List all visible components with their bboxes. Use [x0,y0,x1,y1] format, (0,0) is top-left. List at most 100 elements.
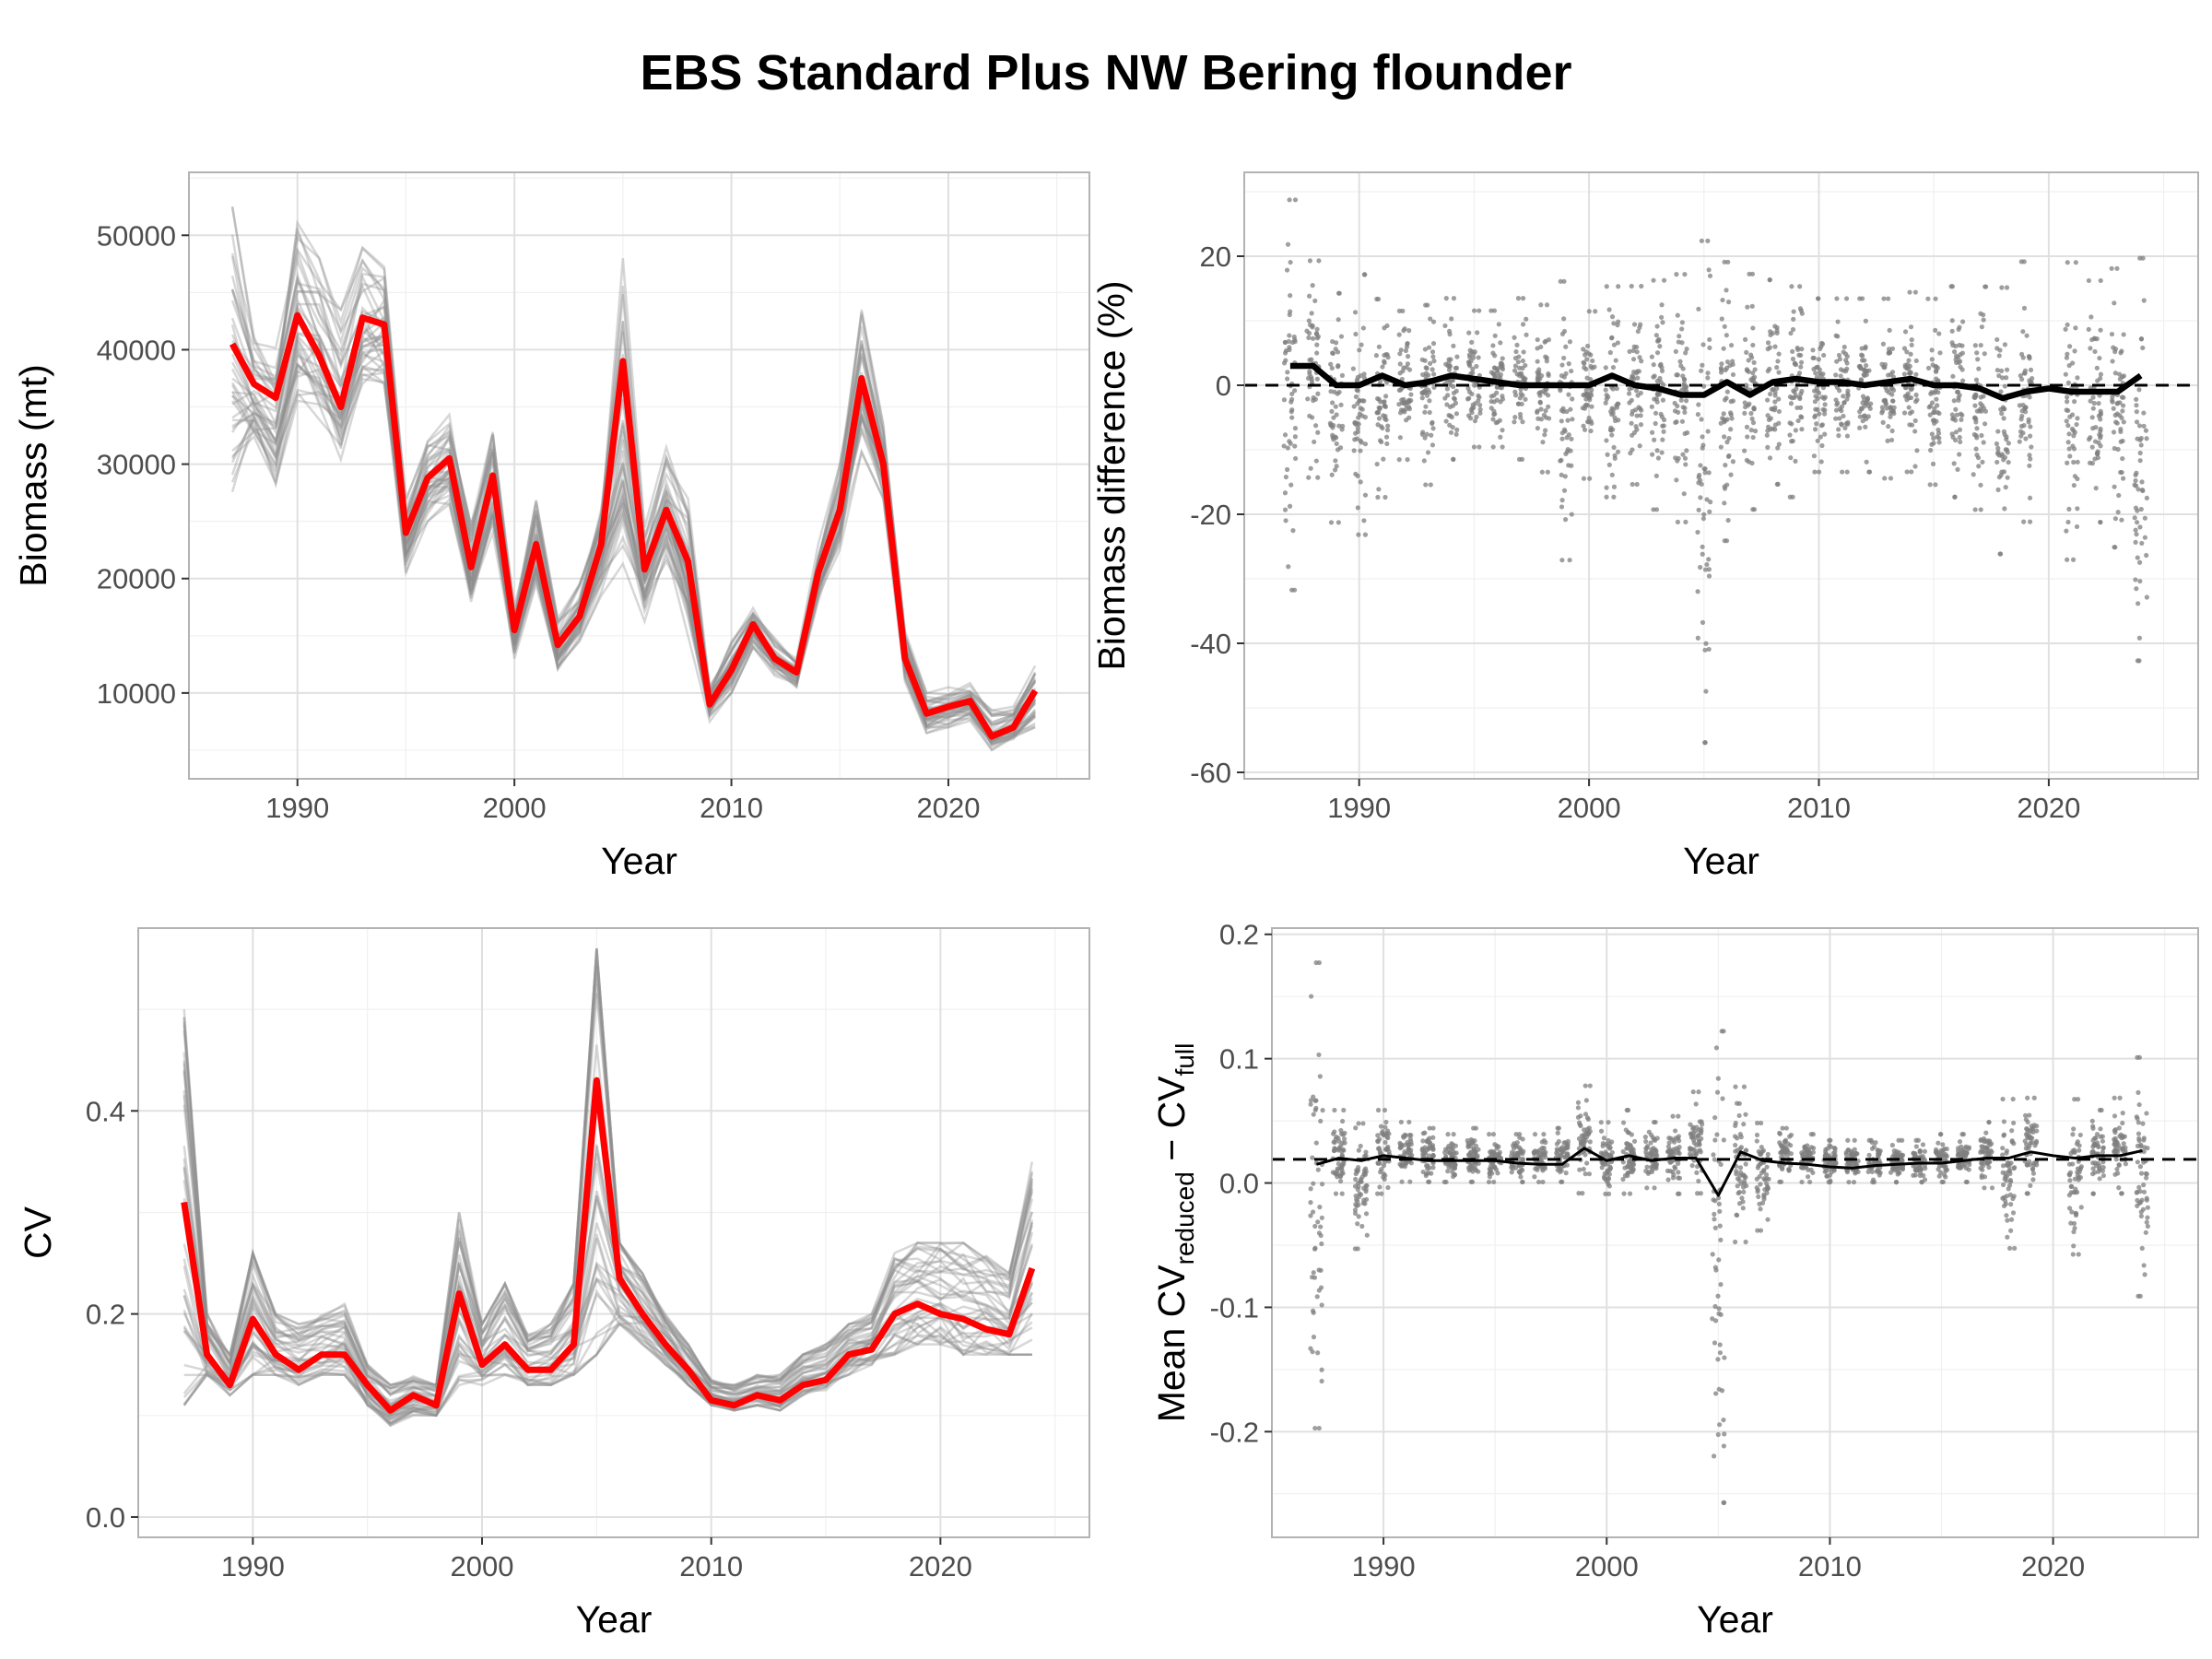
data-point [1701,466,1707,472]
data-point [1797,284,1803,289]
data-point [2133,577,2138,582]
data-point [1559,1148,1565,1154]
data-point [1622,1172,1629,1179]
data-point [1335,447,1341,453]
data-point [1492,333,1498,338]
data-point [2137,255,2143,261]
data-point [1637,355,1642,360]
data-point [1341,1159,1347,1165]
data-point [1774,365,1780,371]
data-point [1905,391,1911,396]
data-point [1865,396,1871,402]
data-point [2134,586,2139,592]
data-point [1638,413,1643,418]
data-point [2018,429,2024,434]
data-point [2065,322,2070,327]
data-point [1754,1138,1759,1144]
data-point [1562,517,1569,523]
y-tick-label: 20000 [97,563,176,595]
data-point [1719,1388,1725,1394]
reduced-survey-line [182,950,1034,1392]
y-tick-label: 20 [1200,241,1231,273]
x-axis-title: Year [1683,840,1759,882]
data-point [1606,1171,1612,1177]
data-point [1584,343,1591,349]
data-point [1350,366,1356,371]
data-point [1931,409,1936,416]
data-point [1659,314,1665,320]
data-point [1577,1167,1583,1172]
data-point [1362,532,1369,537]
data-point [1330,350,1336,357]
data-point [2098,1126,2103,1132]
data-point [2005,1218,2010,1223]
data-point [1450,1142,1455,1147]
data-point [1587,476,1593,481]
data-point [1836,433,1841,439]
data-point [1516,354,1522,359]
data-point [1599,1159,1605,1166]
data-point [1823,1149,1829,1155]
data-point [1700,442,1706,448]
data-point [2071,1149,2077,1155]
data-point [1515,401,1522,406]
data-point [1329,472,1335,477]
data-point [1866,1152,1872,1158]
data-point [1419,357,1425,362]
data-point [1682,409,1688,415]
y-tick-label: -60 [1190,757,1231,789]
data-point [1949,318,1955,324]
data-point [1339,1191,1345,1196]
data-point [1844,396,1850,402]
data-point [1520,358,1526,364]
data-point [1535,409,1540,416]
data-point [2112,484,2117,489]
data-point [1540,1148,1547,1154]
data-point [1682,272,1688,277]
data-point [1310,1349,1315,1355]
data-point [1798,359,1805,365]
data-point [1783,1125,1789,1131]
data-point [1810,355,1816,361]
data-point [1405,361,1411,367]
data-point [1711,1152,1716,1158]
data-point [1696,402,1701,407]
data-point [1308,1213,1313,1218]
data-point [1767,455,1773,461]
data-point [1360,1200,1366,1206]
data-point [1543,428,1548,433]
data-point [1587,1139,1593,1145]
data-point [1939,1179,1945,1185]
data-point [1285,370,1290,375]
data-point [2144,594,2149,600]
data-point [1583,1112,1589,1117]
data-point [1959,378,1966,383]
data-point [1958,1150,1963,1156]
data-point [1848,1162,1853,1168]
data-point [1694,1191,1700,1196]
data-point [1377,406,1382,412]
data-point [1794,405,1800,411]
data-point [2134,396,2139,402]
reduced-survey-line [183,1288,1032,1425]
data-point [1994,346,2000,351]
data-point [1312,1223,1318,1230]
data-point [1488,398,1494,405]
data-point [1358,1143,1363,1149]
data-point [1336,423,1342,429]
data-point [1312,1107,1318,1113]
data-point [1818,459,1824,465]
data-point [1645,1171,1651,1176]
data-point [1909,422,1915,428]
data-point [2114,420,2120,426]
data-point [1724,359,1731,365]
data-point [1879,405,1886,410]
data-point [1978,342,1983,348]
data-point [1836,427,1841,432]
data-point [2100,1145,2106,1150]
data-point [1443,296,1449,301]
data-point [1420,1138,1426,1144]
data-point [1994,336,2000,343]
data-point [1316,258,1322,264]
data-point [1799,427,1805,432]
